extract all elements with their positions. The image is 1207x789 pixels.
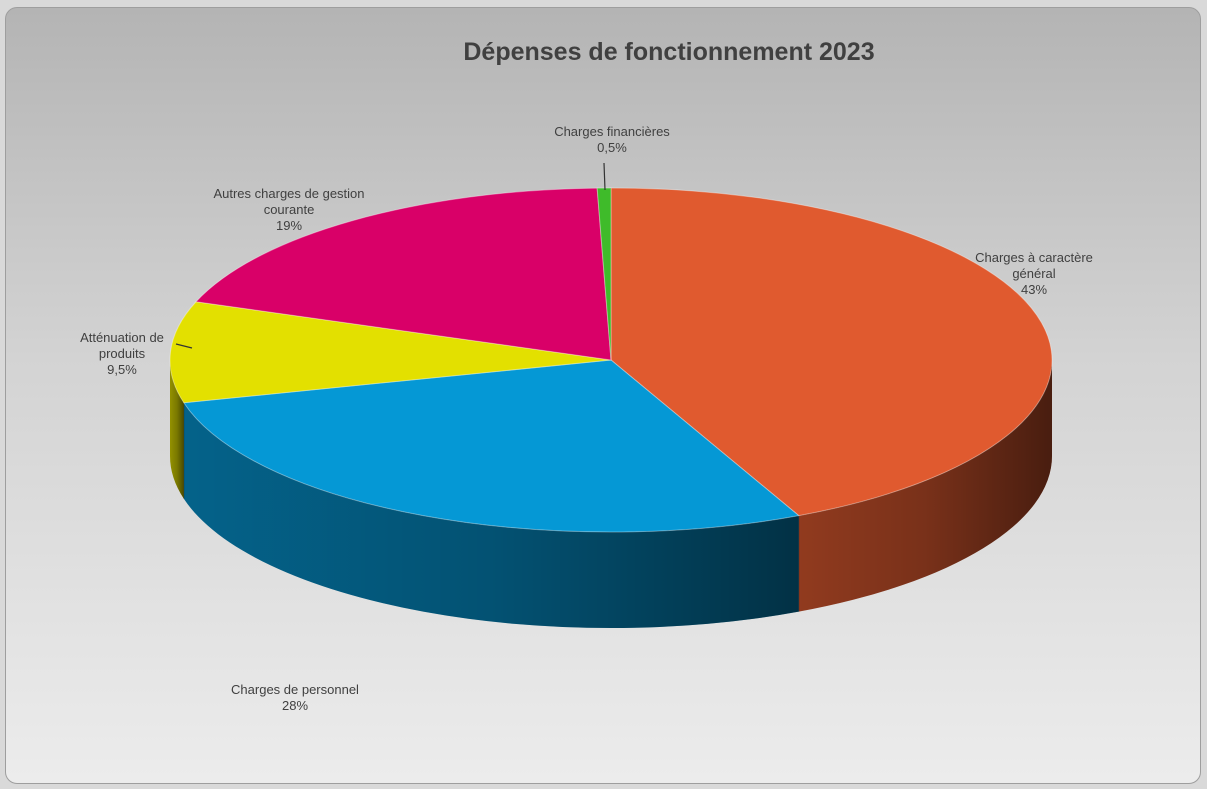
slice-label: Charges financières 0,5% (554, 124, 670, 155)
slice-name-label: produits (99, 346, 146, 361)
slice-value-label: 9,5% (107, 362, 137, 377)
pie-slices (170, 188, 1052, 532)
slice-value-label: 0,5% (597, 140, 627, 155)
slice-value-label: 28% (282, 698, 308, 713)
slice-name-label: Charges à caractère (975, 250, 1093, 265)
chart-title: Dépenses de fonctionnement 2023 (463, 38, 874, 66)
leader-line (604, 163, 605, 190)
slice-name-label: général (1012, 266, 1055, 281)
slice-name-label: Charges financières (554, 124, 670, 139)
slice-name-label: courante (264, 202, 315, 217)
slice-value-label: 43% (1021, 282, 1047, 297)
slice-label: Charges de personnel 28% (231, 682, 359, 713)
slice-name-label: Autres charges de gestion (213, 186, 364, 201)
slice-name-label: Atténuation de (80, 330, 164, 345)
chart-frame: Dépenses de fonctionnement 2023 Charges … (5, 7, 1201, 784)
pie-chart: Dépenses de fonctionnement 2023 Charges … (6, 8, 1201, 784)
slice-value-label: 19% (276, 218, 302, 233)
slice-label: Atténuation de produits 9,5% (80, 330, 164, 377)
slice-name-label: Charges de personnel (231, 682, 359, 697)
